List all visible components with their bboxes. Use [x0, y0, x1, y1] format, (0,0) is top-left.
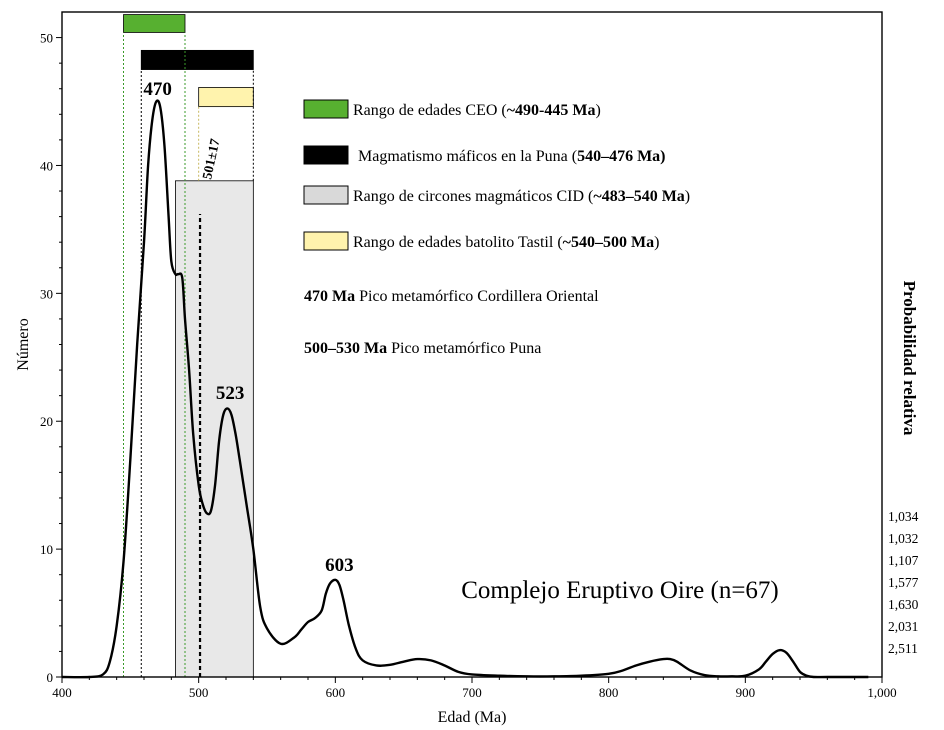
mafic-range-bar — [140, 49, 254, 70]
note-bold: 500–530 Ma — [304, 340, 387, 357]
legend-swatch-1 — [303, 145, 349, 165]
y-tick-label: 0 — [47, 670, 54, 685]
x-tick-label: 700 — [462, 685, 482, 700]
chart-text: Edad (Ma) Número Probabilidad relativa 1,03… — [15, 79, 919, 726]
chart-title: Complejo Eruptivo Oire (n=67) — [461, 577, 779, 604]
y2-value-label: 2,031 — [888, 619, 918, 634]
cid-range-box — [175, 180, 254, 678]
note-0: 470 Ma Pico metamórfico Cordillera Orien… — [304, 288, 599, 305]
legend-entry-part: Rango de circones magmáticos CID ( — [353, 188, 593, 205]
y-axis-label: Número — [15, 318, 32, 370]
x-tick-label: 600 — [326, 685, 346, 700]
y-tick-label: 10 — [40, 542, 53, 557]
legend-entry-part: ) — [685, 188, 690, 205]
axes: 400 500 600 700 800 900 1,000 0 10 20 30 40 50 — [40, 11, 897, 700]
range-bars — [123, 14, 254, 678]
y2-value-label: 1,032 — [888, 531, 918, 546]
probability-curve-layer — [61, 99, 869, 679]
legend-entry-part: 540–476 Ma) — [577, 148, 665, 165]
y2-value-label: 1,107 — [888, 553, 919, 568]
legend-entry-part: ~540–500 Ma — [563, 234, 654, 251]
legend-swatch-2 — [303, 185, 349, 205]
note-1: 500–530 Ma Pico metamórfico Puna — [304, 340, 541, 357]
ceo-range-bar — [123, 14, 186, 33]
y-tick-label: 30 — [40, 286, 53, 301]
legend-entry-part: Rango de edades batolito Tastil ( — [353, 234, 563, 251]
x-tick-label: 800 — [599, 685, 619, 700]
legend-swatch-0 — [303, 99, 349, 119]
y2-axis-label: Probabilidad relativa — [900, 281, 919, 436]
note-text: Pico metamórfico Puna — [387, 340, 541, 357]
x-tick-label: 900 — [736, 685, 756, 700]
y-tick-label: 40 — [40, 158, 53, 173]
peak-label-523: 523 — [216, 383, 245, 404]
age-501-label: 501±17 — [199, 137, 222, 181]
peak-label-470: 470 — [143, 79, 172, 100]
y-tick-label: 20 — [40, 414, 53, 429]
range-guide-lines — [123, 32, 254, 677]
legend-entry-part: ) — [654, 234, 659, 251]
note-bold: 470 Ma — [304, 288, 355, 305]
legend-entry-part: ) — [595, 102, 600, 119]
x-tick-label: 400 — [52, 685, 72, 700]
y2-value-label: 1,630 — [888, 597, 919, 612]
legend-entry-0: Rango de edades CEO (~490-445 Ma) — [353, 102, 601, 119]
legend-entry-part: Magmatismo máficos en la Puna ( — [358, 148, 577, 165]
x-axis-label: Edad (Ma) — [438, 709, 507, 726]
y-tick-label: 50 — [40, 31, 53, 46]
y2-value-label: 1,577 — [888, 575, 919, 590]
legend: Rango de edades CEO (~490-445 Ma) Magmati… — [303, 99, 690, 357]
probability-curve — [61, 99, 869, 679]
tastil-range-bar — [198, 87, 254, 108]
legend-entry-part: ~483–540 Ma — [593, 188, 684, 205]
legend-entry-1: Magmatismo máficos en la Puna (540–476 M… — [358, 148, 666, 165]
x-tick-label: 500 — [189, 685, 209, 700]
y2-value-label: 2,511 — [888, 641, 918, 656]
peak-label-603: 603 — [325, 555, 354, 576]
note-text: Pico metamórfico Cordillera Oriental — [355, 288, 599, 305]
y2-value-label: 1,034 — [888, 509, 919, 524]
x-tick-label: 1,000 — [867, 685, 896, 700]
legend-entry-part: ~490-445 Ma — [507, 102, 596, 119]
legend-entry-3: Rango de edades batolito Tastil (~540–50… — [353, 234, 659, 251]
legend-swatch-3 — [303, 231, 349, 251]
legend-entry-part: Rango de edades CEO ( — [353, 102, 507, 119]
legend-entry-2: Rango de circones magmáticos CID (~483–5… — [353, 188, 690, 205]
